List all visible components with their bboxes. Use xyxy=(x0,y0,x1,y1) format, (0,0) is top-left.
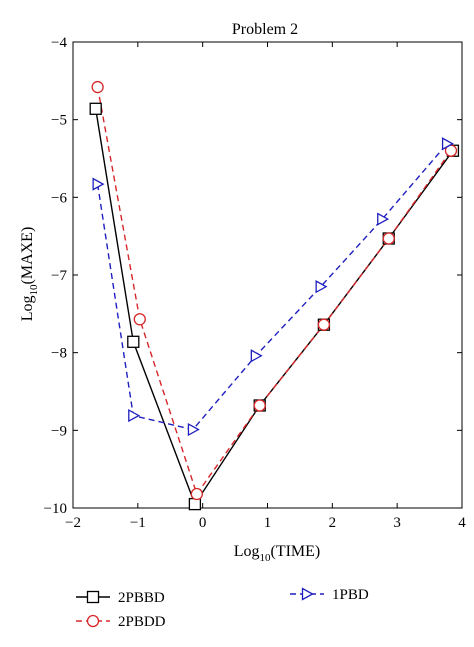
data-point-1 xyxy=(317,318,331,331)
series-line-0 xyxy=(95,108,454,506)
y-tick-label: −9 xyxy=(51,423,67,439)
data-point-2 xyxy=(441,137,454,151)
data-point-2 xyxy=(187,422,200,437)
data-point-2 xyxy=(92,177,105,191)
series-line-1 xyxy=(96,86,452,496)
legend: 2PBBD 2PBDD 1PBD xyxy=(76,587,369,630)
x-tick-label: 4 xyxy=(458,515,466,531)
data-point-0 xyxy=(188,497,202,511)
axis-ticks: −2 −1 0 1 2 3 4−10−9−8−7−6−5−4 xyxy=(44,35,467,531)
x-tick-label: 1 xyxy=(264,515,272,531)
data-point-1 xyxy=(91,80,104,94)
data-point-1 xyxy=(253,399,266,412)
x-tick-label: −2 xyxy=(65,515,81,531)
legend-label: 1PBD xyxy=(332,587,369,603)
data-point-1 xyxy=(190,487,203,501)
legend-marker xyxy=(301,587,314,601)
x-tick-label: 2 xyxy=(329,515,337,531)
series-markers xyxy=(89,80,460,511)
data-point-2 xyxy=(250,349,263,363)
legend-marker xyxy=(86,614,100,628)
y-tick-label: −7 xyxy=(51,268,67,284)
data-point-2 xyxy=(128,408,141,423)
y-tick-label: −4 xyxy=(51,35,67,51)
x-axis-label: Log10(TIME) xyxy=(234,543,321,564)
legend-marker xyxy=(86,590,100,604)
data-point-1 xyxy=(133,313,146,326)
x-tick-label: 0 xyxy=(199,515,207,531)
legend-label: 2PBBD xyxy=(118,590,165,606)
y-axis-label: Log10(MAXE) xyxy=(19,227,40,322)
data-point-1 xyxy=(382,232,395,245)
y-tick-label: −8 xyxy=(51,346,67,362)
data-point-2 xyxy=(377,212,390,226)
series-lines xyxy=(95,86,454,506)
chart-title: Problem 2 xyxy=(232,21,298,38)
data-point-0 xyxy=(127,335,140,348)
x-tick-label: 3 xyxy=(393,515,401,531)
x-tick-label: −1 xyxy=(130,515,146,531)
y-tick-label: −10 xyxy=(44,501,67,517)
y-tick-label: −5 xyxy=(51,113,67,129)
data-point-0 xyxy=(89,102,102,115)
y-tick-label: −6 xyxy=(51,190,67,206)
legend-label: 2PBDD xyxy=(118,614,166,630)
data-point-2 xyxy=(315,280,328,294)
